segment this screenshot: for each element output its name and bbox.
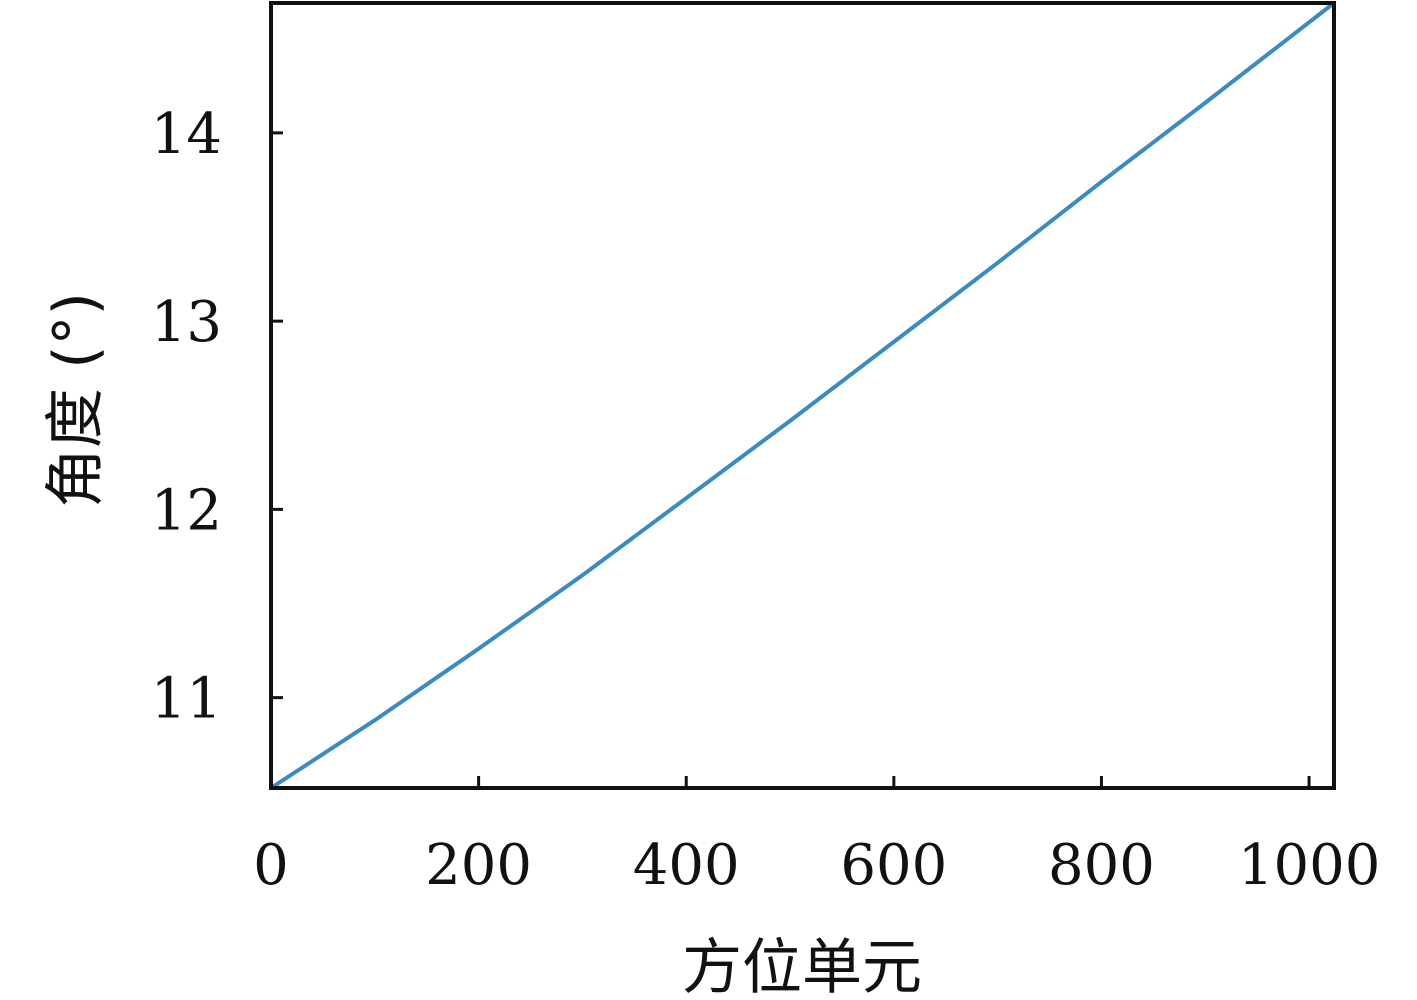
series-line xyxy=(269,1,1336,790)
x-tick-label: 200 xyxy=(425,833,532,898)
plot-frame xyxy=(269,1,1336,790)
y-tick-label: 14 xyxy=(151,102,222,167)
x-tick-label: 400 xyxy=(633,833,740,898)
y-tick-label: 13 xyxy=(151,290,222,355)
labels-layer: 0 200 400 600 800 1000 11 12 13 14 xyxy=(151,102,1381,898)
series-layer xyxy=(269,1,1336,790)
x-tick-label: 600 xyxy=(840,833,947,898)
y-tick-label: 12 xyxy=(151,478,222,543)
y-tick-label: 11 xyxy=(151,667,222,732)
ticks-layer xyxy=(269,131,1311,788)
x-tick-label: 800 xyxy=(1048,833,1155,898)
y-axis-title: 角度 (°) xyxy=(41,292,111,508)
x-tick-label: 1000 xyxy=(1238,833,1381,898)
x-tick-label: 0 xyxy=(253,833,289,898)
x-axis-title: 方位单元 xyxy=(682,933,922,1000)
